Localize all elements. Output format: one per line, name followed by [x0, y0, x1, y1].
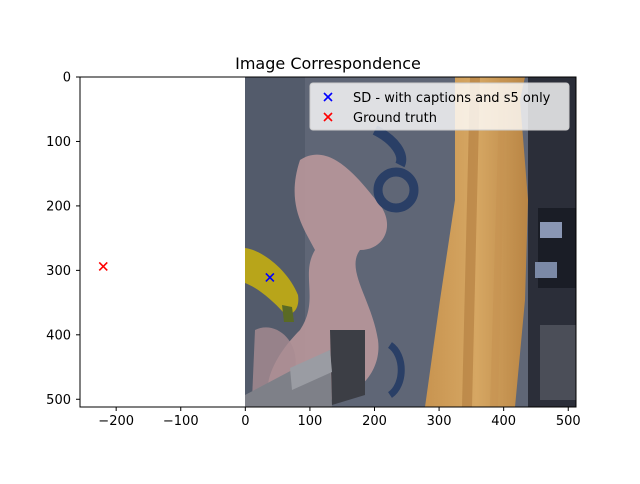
- chart-title: Image Correspondence: [235, 54, 421, 73]
- legend-box: [309, 82, 570, 131]
- axes-frame: [79, 76, 577, 408]
- scatter-points: [98, 261, 275, 283]
- y-tick-label: 100: [46, 135, 71, 150]
- x-tick-label: 200: [362, 414, 387, 429]
- y-tick-label: 400: [46, 328, 71, 343]
- x-tick-label: 0: [241, 414, 249, 429]
- x-axis: −200 −100 0 100 200 300 400 500: [98, 407, 581, 429]
- x-tick-label: 500: [556, 414, 581, 429]
- legend-label: SD - with captions and s5 only: [353, 91, 551, 106]
- x-tick-label: 100: [298, 414, 323, 429]
- x-tick-label: −200: [98, 414, 134, 429]
- y-axis: 0 100 200 300 400 500: [46, 71, 80, 408]
- legend-marker: [323, 112, 333, 122]
- x-tick-label: −100: [163, 414, 199, 429]
- legend: SD - with captions and s5 only Ground tru…: [309, 82, 570, 131]
- correspondence-image: [245, 77, 576, 407]
- y-tick-label: 300: [46, 264, 71, 279]
- y-tick-label: 0: [63, 71, 71, 86]
- x-tick-label: 300: [427, 414, 452, 429]
- y-tick-label: 500: [46, 393, 71, 408]
- prediction-point: [265, 272, 275, 283]
- y-tick-label: 200: [46, 199, 71, 214]
- x-tick-label: 400: [491, 414, 516, 429]
- ground-truth-point: [98, 261, 108, 272]
- legend-marker: [323, 92, 333, 102]
- legend-label: Ground truth: [353, 111, 437, 126]
